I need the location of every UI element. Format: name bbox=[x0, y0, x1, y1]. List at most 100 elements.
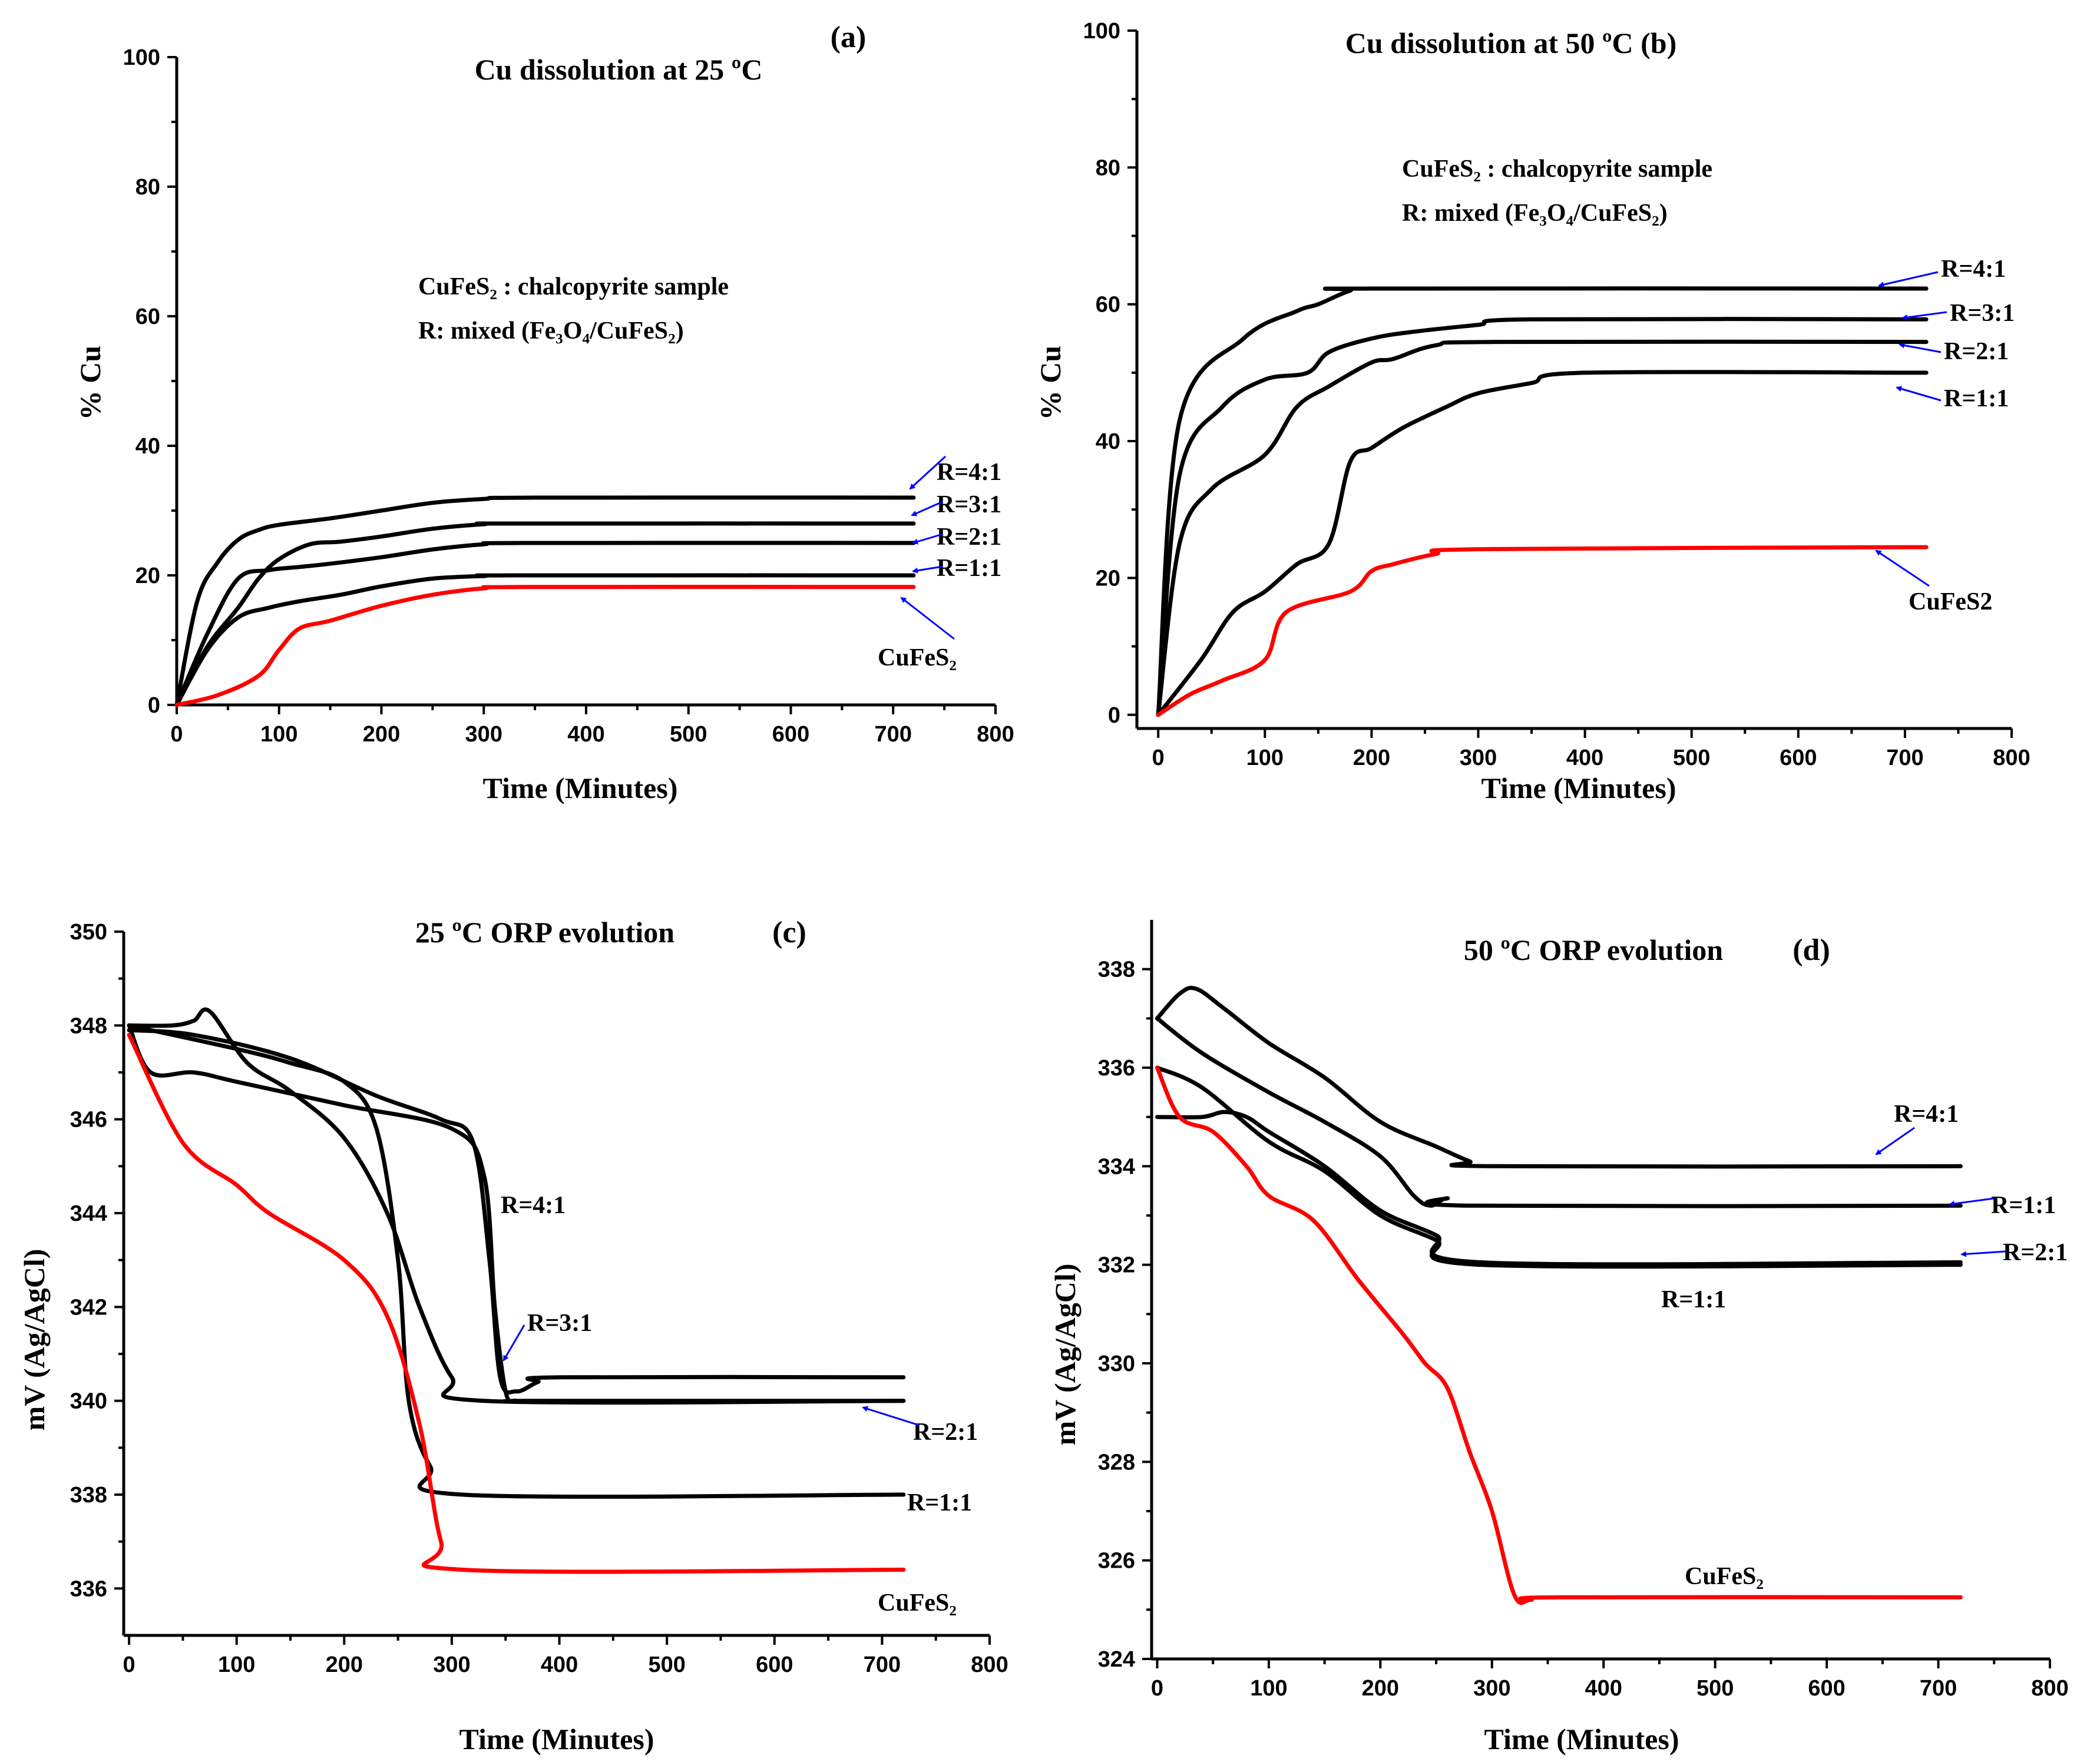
panel-b-annotation-2: R: mixed (Fe₃O₄/CuFeS₂) bbox=[1402, 200, 1668, 227]
series-line-cufes- bbox=[174, 585, 916, 707]
y-tick-label: 338 bbox=[1098, 958, 1135, 982]
panel-b-label-r41: R=4:1 bbox=[1941, 256, 2006, 283]
panel-a-label-r31: R=3:1 bbox=[937, 491, 1001, 518]
panel-a-label-cufes2: CuFeS₂ bbox=[878, 644, 957, 671]
x-tick-label: 800 bbox=[1993, 746, 2030, 770]
panel-a-xlabel: Time (Minutes) bbox=[483, 771, 678, 804]
series-line-r-2-1 bbox=[127, 1007, 906, 1405]
series-line-r-4-1 bbox=[1155, 985, 1963, 1169]
chart-panel-b: 0 100 200 300 400 500 600 700 800 0 20 40 60 80 100 Cu… bbox=[1034, 19, 2030, 804]
x-tick-label: 100 bbox=[218, 1652, 255, 1677]
panel-c-label-cufes2: CuFeS₂ bbox=[878, 1589, 957, 1617]
y-tick-label: 80 bbox=[1096, 155, 1120, 180]
y-tick-label: 350 bbox=[70, 920, 107, 945]
axes-panel-d: 0 100 200 300 400 500 600 700 800 324 326 328 330 332… bbox=[1098, 920, 2069, 1701]
panel-b-arrow-cufes2 bbox=[1875, 549, 1930, 587]
series-panel-c bbox=[127, 1007, 906, 1574]
x-tick-label: 100 bbox=[260, 722, 297, 747]
panel-c-arrow-r31 bbox=[502, 1324, 525, 1362]
x-tick-label: 400 bbox=[567, 722, 604, 747]
x-tick-label: 800 bbox=[977, 722, 1014, 747]
y-tick-label: 340 bbox=[70, 1389, 107, 1414]
panel-d-title: 50 ºC ORP evolution bbox=[1464, 933, 1723, 966]
series-line-r-1-1 bbox=[1155, 1065, 1963, 1269]
series-line-r-4-1 bbox=[127, 1028, 906, 1395]
x-tick-label: 500 bbox=[670, 722, 707, 747]
panel-c-ylabel: mV (Ag/AgCl) bbox=[18, 1249, 51, 1431]
y-tick-label: 330 bbox=[1098, 1352, 1135, 1376]
y-tick-label: 60 bbox=[1096, 293, 1120, 317]
y-tick-label: 20 bbox=[1096, 566, 1120, 591]
y-tick-label: 100 bbox=[123, 45, 160, 70]
panel-b-arrow-r41 bbox=[1878, 271, 1939, 288]
series-line-cufes- bbox=[1155, 1065, 1963, 1605]
series-line-r-3-1 bbox=[174, 521, 916, 707]
series-line-r-2-1 bbox=[174, 541, 916, 707]
y-tick-label: 100 bbox=[1083, 19, 1120, 44]
y-tick-label: 336 bbox=[1098, 1056, 1135, 1081]
panel-c-arrow-r21 bbox=[862, 1406, 920, 1426]
series-line-r-2-1 bbox=[1155, 1109, 1963, 1267]
series-panel-b bbox=[1156, 286, 1929, 717]
panel-d-label-r11-a: R=1:1 bbox=[1991, 1192, 2056, 1219]
x-tick-label: 600 bbox=[772, 722, 809, 747]
y-tick-label: 328 bbox=[1098, 1450, 1135, 1475]
series-line-r-1-1 bbox=[1155, 1016, 1963, 1208]
axes-panel-a: 0 100 200 300 400 500 600 700 800 0 20 40 60 80 100 bbox=[123, 45, 1014, 747]
panel-c-title: 25 ºC ORP evolution bbox=[415, 916, 674, 949]
x-tick-label: 0 bbox=[123, 1652, 135, 1677]
panel-d-arrow-r41 bbox=[1875, 1127, 1915, 1155]
series-line-cufes2 bbox=[1156, 545, 1929, 717]
x-tick-label: 500 bbox=[648, 1652, 685, 1677]
x-tick-label: 300 bbox=[1460, 746, 1497, 770]
y-tick-label: 332 bbox=[1098, 1253, 1135, 1278]
y-tick-label: 40 bbox=[135, 434, 160, 459]
y-tick-label: 346 bbox=[70, 1108, 107, 1132]
chart-panel-c: 0 100 200 300 400 500 600 700 800 336 338 340 342 344… bbox=[18, 916, 1008, 1756]
panel-c-label-r31: R=3:1 bbox=[527, 1310, 592, 1337]
x-tick-label: 0 bbox=[1151, 1676, 1163, 1701]
y-tick-label: 60 bbox=[135, 304, 160, 329]
series-line-r-4-1 bbox=[1156, 286, 1929, 717]
x-tick-label: 500 bbox=[1673, 746, 1710, 770]
x-tick-label: 800 bbox=[2031, 1676, 2068, 1701]
panel-b-annotation-1: CuFeS₂ : chalcopyrite sample bbox=[1402, 155, 1712, 183]
y-tick-label: 344 bbox=[70, 1201, 107, 1226]
panel-a-annotation-2: R: mixed (Fe₃O₄/CuFeS₂) bbox=[418, 317, 684, 345]
panel-d-arrow-r11 bbox=[1949, 1197, 1995, 1207]
x-tick-label: 700 bbox=[864, 1652, 901, 1677]
y-tick-label: 40 bbox=[1096, 429, 1120, 454]
panel-a-arrow-cufes2 bbox=[900, 597, 955, 640]
y-tick-label: 342 bbox=[70, 1295, 107, 1320]
x-tick-label: 300 bbox=[433, 1652, 470, 1677]
panel-d-label-r21: R=2:1 bbox=[2003, 1239, 2068, 1266]
y-tick-label: 336 bbox=[70, 1576, 107, 1601]
panel-a-label-r21: R=2:1 bbox=[937, 524, 1001, 551]
panel-a-label-r41: R=4:1 bbox=[937, 459, 1001, 486]
chart-panel-a: 0 100 200 300 400 500 600 700 800 0 20 40 60 80 100 Cu… bbox=[74, 21, 1014, 804]
panel-c-label: (c) bbox=[772, 916, 806, 949]
x-tick-label: 600 bbox=[1808, 1676, 1845, 1701]
x-tick-label: 700 bbox=[875, 722, 912, 747]
panel-c-label-r41: R=4:1 bbox=[501, 1192, 565, 1219]
panel-d-xlabel: Time (Minutes) bbox=[1484, 1723, 1679, 1756]
y-tick-label: 80 bbox=[135, 175, 160, 200]
panel-b-arrow-r21 bbox=[1899, 342, 1942, 353]
y-tick-label: 334 bbox=[1098, 1154, 1135, 1179]
panel-d-label: (d) bbox=[1793, 933, 1830, 967]
series-line-r-4-1 bbox=[174, 495, 916, 707]
series-line-r-3-1 bbox=[1156, 317, 1929, 717]
x-tick-label: 600 bbox=[1780, 746, 1817, 770]
panel-a-title: Cu dissolution at 25 ºC bbox=[475, 53, 763, 86]
series-line-cufes- bbox=[127, 1032, 906, 1574]
panel-a-arrow-r21 bbox=[912, 533, 943, 545]
y-tick-label: 20 bbox=[135, 564, 160, 588]
x-tick-label: 200 bbox=[326, 1652, 363, 1677]
axes-panel-b: 0 100 200 300 400 500 600 700 800 0 20 40 60 80 100 bbox=[1083, 19, 2030, 770]
x-tick-label: 100 bbox=[1246, 746, 1284, 770]
x-tick-label: 800 bbox=[971, 1652, 1008, 1677]
series-line-r-1-1 bbox=[1156, 370, 1929, 717]
x-tick-label: 400 bbox=[1566, 746, 1603, 770]
panel-c-xlabel: Time (Minutes) bbox=[459, 1723, 654, 1756]
